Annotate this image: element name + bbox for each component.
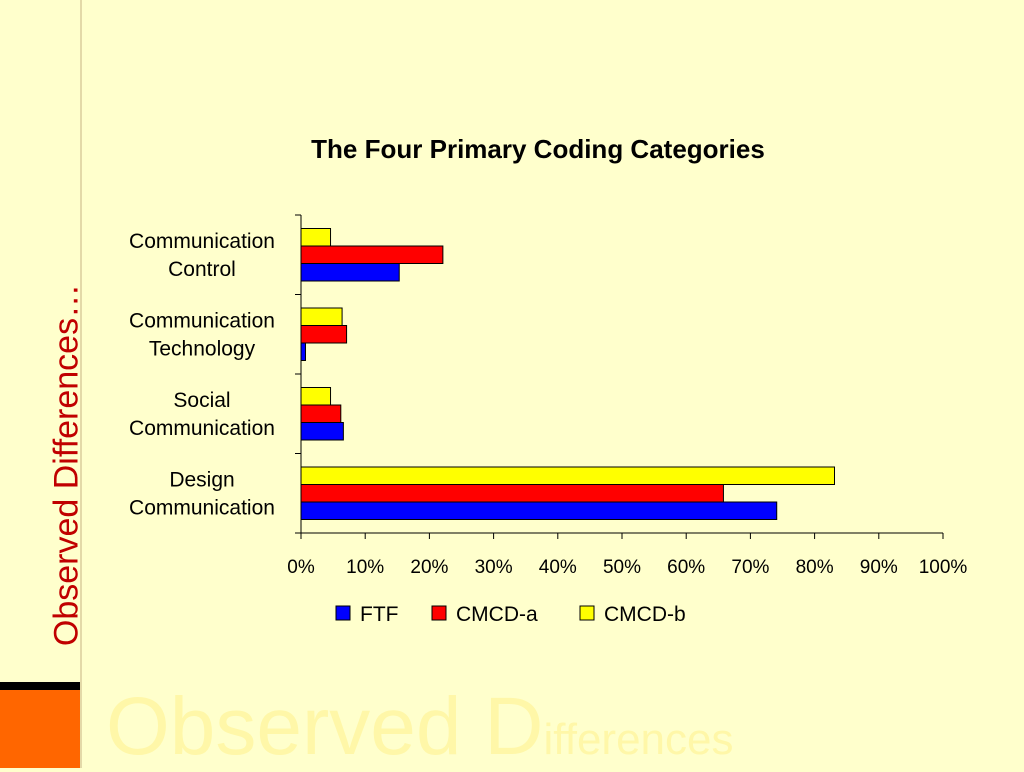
bar-cmcd-b xyxy=(300,387,332,406)
bar-cmcd-b xyxy=(300,307,343,326)
plot-area: Communication Control Communication Technol… xyxy=(129,214,968,578)
chart-title: The Four Primary Coding Categories xyxy=(311,134,765,164)
bar-ftf xyxy=(300,422,344,441)
x-tick-label: 70% xyxy=(731,557,769,578)
bar-cmcd-a xyxy=(300,325,348,344)
category-label: Communication xyxy=(129,417,275,440)
bar-ftf xyxy=(300,263,400,282)
x-tick-label: 60% xyxy=(667,557,705,578)
bar-ftf xyxy=(300,342,306,361)
x-tick-label: 50% xyxy=(603,557,641,578)
sidebar xyxy=(0,0,80,768)
category-label: Technology xyxy=(149,337,256,360)
legend-label-ftf: FTF xyxy=(360,603,398,626)
x-tick-label: 40% xyxy=(539,557,577,578)
x-tick-label: 0% xyxy=(287,557,315,578)
legend-swatch-ftf xyxy=(335,605,351,621)
watermark-big: Observed D xyxy=(106,681,544,772)
x-tick-label: 90% xyxy=(860,557,898,578)
corner-black-bar xyxy=(0,682,80,690)
category-label: Communication xyxy=(129,230,275,253)
legend-swatch-cmcd-a xyxy=(431,605,447,621)
bar-cmcd-a xyxy=(300,484,724,503)
x-tick-label: 10% xyxy=(346,557,384,578)
bar-cmcd-a xyxy=(300,404,342,423)
legend-label-cmcd-b: CMCD-b xyxy=(604,603,686,626)
sidebar-divider xyxy=(80,0,82,768)
category-label: Social xyxy=(173,389,230,412)
legend-label-cmcd-a: CMCD-a xyxy=(456,603,538,626)
watermark-text: Observed Differences xyxy=(106,686,733,768)
watermark-small: ifferences xyxy=(543,715,734,764)
category-label: Communication xyxy=(129,309,275,332)
category-label: Design xyxy=(169,468,234,491)
x-tick-label: 20% xyxy=(410,557,448,578)
bar-cmcd-a xyxy=(300,245,444,264)
bar-ftf xyxy=(300,501,778,520)
bar-cmcd-b xyxy=(300,228,332,247)
x-tick-label: 100% xyxy=(919,557,968,578)
category-label: Control xyxy=(168,258,236,281)
x-tick-label: 80% xyxy=(796,557,834,578)
bar-cmcd-b xyxy=(300,466,836,485)
orange-corner-block xyxy=(0,682,80,768)
category-label: Communication xyxy=(129,496,275,519)
legend-swatch-cmcd-b xyxy=(579,605,595,621)
x-tick-label: 30% xyxy=(475,557,513,578)
chart-legend: FTF CMCD-a CMCD-b xyxy=(335,603,686,626)
